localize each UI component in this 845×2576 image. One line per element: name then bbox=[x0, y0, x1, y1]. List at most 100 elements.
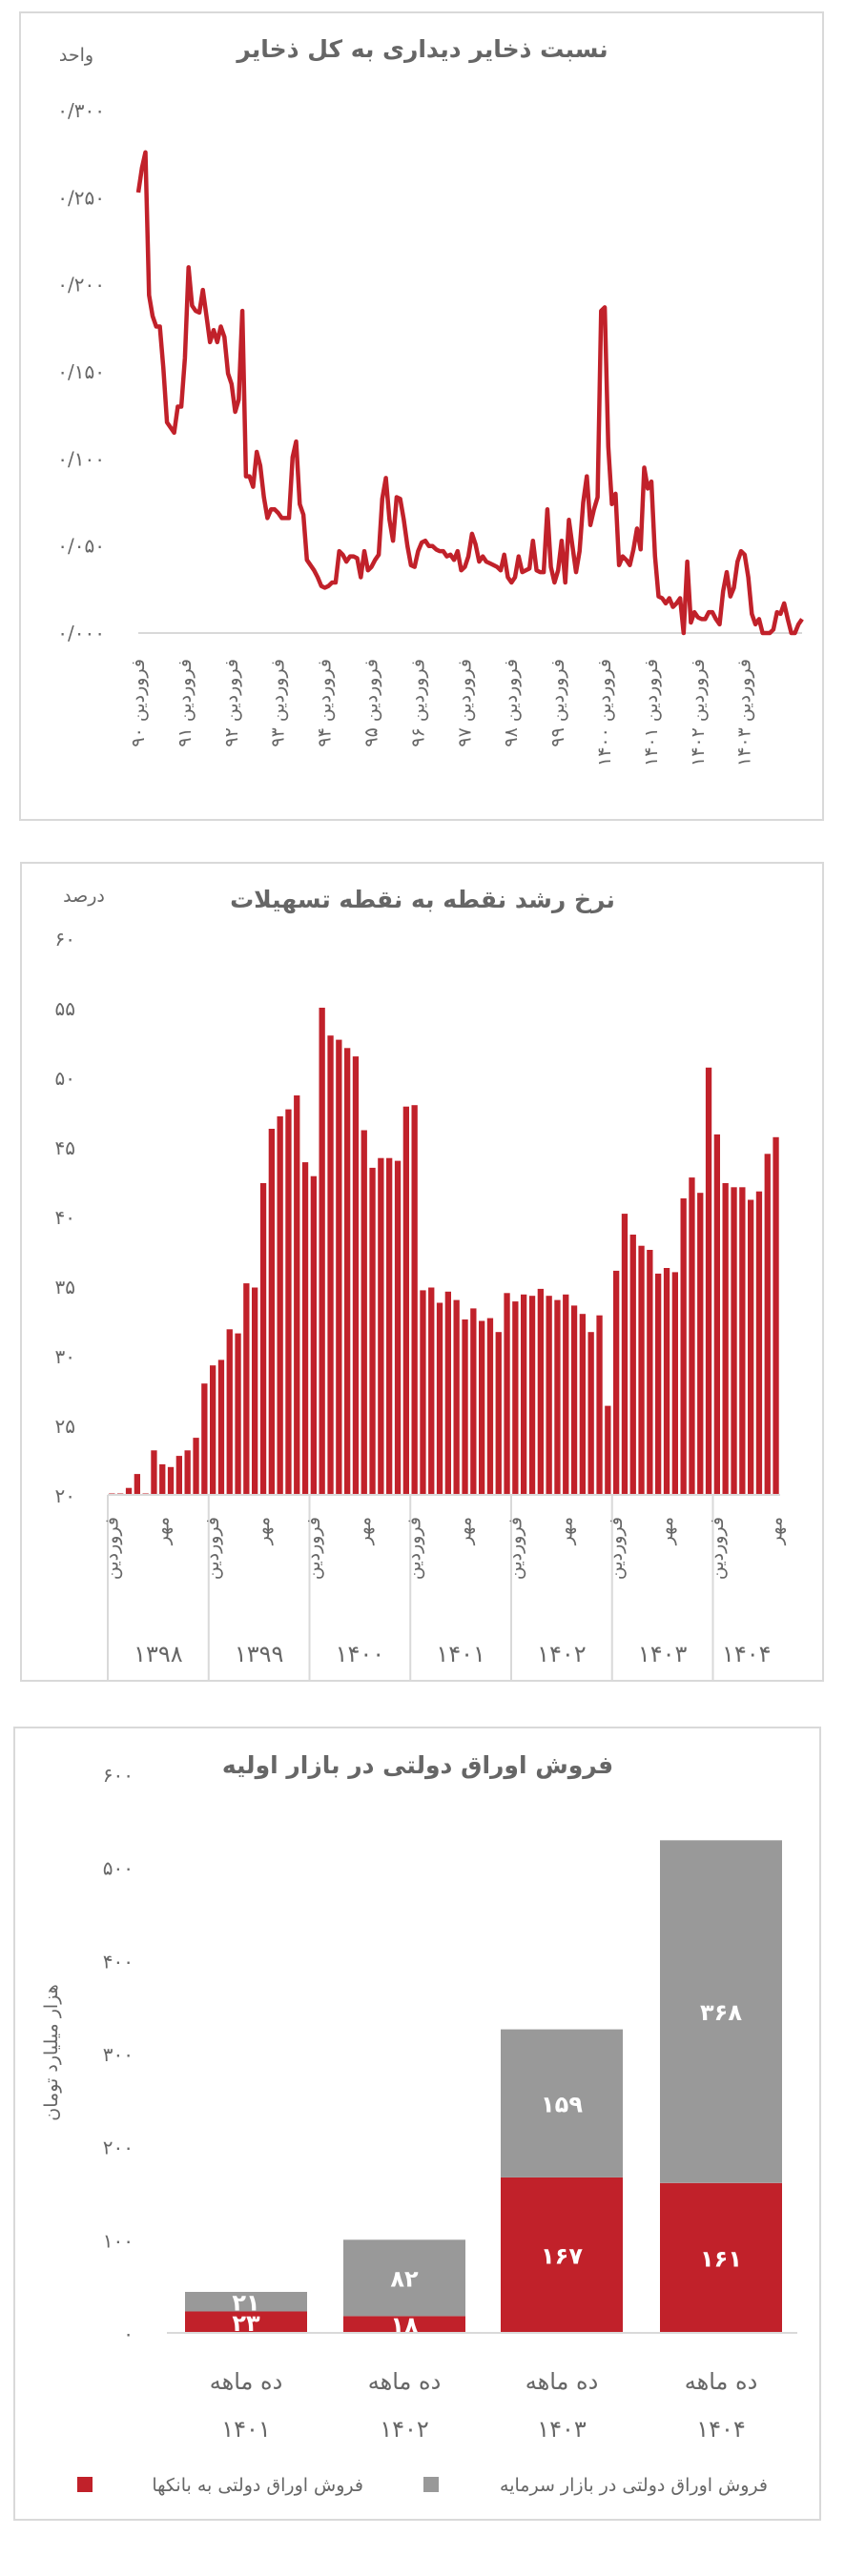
month-label: فروردین bbox=[505, 1517, 526, 1580]
bar-segment-banks bbox=[343, 2316, 465, 2333]
bar bbox=[629, 1235, 636, 1495]
y-tick-label: ۵۰ bbox=[55, 1067, 75, 1090]
bar-segment-market bbox=[660, 1840, 782, 2183]
bar bbox=[352, 1056, 360, 1495]
bar bbox=[369, 1167, 376, 1495]
bar bbox=[151, 1450, 157, 1495]
bar bbox=[731, 1187, 737, 1495]
y-tick-label: ۰/۱۰۰ bbox=[57, 447, 105, 470]
category-label: ۱۴۰۴ bbox=[696, 2416, 746, 2443]
y-tick-label: ۳۰ bbox=[55, 1345, 75, 1368]
y-tick-label: ۰/۲۵۰ bbox=[57, 186, 105, 209]
legend: فروش اوراق دولتی در بازار سرمایه فروش او… bbox=[77, 2475, 768, 2496]
bar bbox=[521, 1294, 527, 1495]
bar bbox=[210, 1365, 216, 1495]
chart-loan-growth: نرخ رشد نقطه به نقطه تسهیلات درصد ۲۰ ۲۵ ۳۰… bbox=[20, 862, 824, 1682]
year-label: ۱۴۰۴ bbox=[722, 1641, 772, 1667]
legend-label-market: فروش اوراق دولتی در بازار سرمایه bbox=[500, 2475, 768, 2496]
y-tick-label: ۰ bbox=[123, 2322, 134, 2345]
data-label: ۳۶۸ bbox=[700, 1999, 742, 2026]
bar bbox=[655, 1273, 662, 1495]
chart-title: نسبت ذخایر دیداری به کل ذخایر bbox=[235, 35, 608, 64]
x-tick-label: فروردین ۹۳ bbox=[268, 659, 289, 747]
bar bbox=[504, 1293, 510, 1495]
y-tick-label: ۴۵ bbox=[55, 1136, 75, 1159]
x-tick-label: فروردین ۹۰ bbox=[128, 659, 149, 747]
bar bbox=[252, 1287, 258, 1495]
bar bbox=[512, 1301, 519, 1495]
legend-label-banks: فروش اوراق دولتی به بانکها bbox=[152, 2475, 363, 2496]
bar bbox=[394, 1160, 402, 1495]
bar bbox=[378, 1157, 384, 1495]
bar bbox=[453, 1299, 460, 1495]
bar bbox=[680, 1198, 687, 1495]
bar bbox=[402, 1106, 409, 1495]
month-label: فروردین bbox=[606, 1517, 627, 1580]
bar bbox=[259, 1183, 267, 1495]
bar bbox=[226, 1329, 233, 1495]
data-label: ۱۸ bbox=[390, 2312, 419, 2339]
bar bbox=[336, 1039, 342, 1495]
month-label: مهر bbox=[152, 1517, 173, 1545]
year-label: ۱۴۰۱ bbox=[436, 1641, 485, 1667]
x-tick-label: فروردین ۹۷ bbox=[454, 659, 475, 747]
year-label: ۱۳۹۹ bbox=[235, 1641, 284, 1667]
x-tick-label: فروردین ۹۴ bbox=[315, 659, 336, 747]
month-label: فروردین bbox=[404, 1517, 425, 1580]
bar bbox=[722, 1183, 729, 1495]
y-tick-label: ۲۵ bbox=[55, 1415, 75, 1438]
month-label: فروردین bbox=[202, 1517, 223, 1580]
bar bbox=[546, 1296, 552, 1495]
y-axis-unit: واحد bbox=[59, 45, 93, 66]
x-tick-label: فروردین ۱۴۰۰ bbox=[594, 659, 615, 767]
month-label: مهر bbox=[354, 1517, 375, 1545]
bar bbox=[301, 1162, 309, 1495]
bar bbox=[411, 1105, 418, 1495]
y-tick-label: ۲۰ bbox=[55, 1484, 75, 1507]
bar bbox=[554, 1299, 561, 1495]
y-tick-label: ۴۰ bbox=[55, 1206, 75, 1229]
chart-government-bonds-sales: فروش اوراق دولتی در بازار اولیه هزار میل… bbox=[13, 1727, 821, 2521]
y-tick-label: ۳۰۰ bbox=[103, 2043, 134, 2066]
chart-title: فروش اوراق دولتی در بازار اولیه bbox=[222, 1751, 613, 1780]
y-tick-label: ۰/۳۰۰ bbox=[57, 99, 105, 122]
bar bbox=[428, 1287, 435, 1495]
bar bbox=[671, 1272, 678, 1495]
year-label: ۱۴۰۲ bbox=[537, 1641, 587, 1667]
category-label: ده ماهه bbox=[526, 2368, 599, 2395]
bar bbox=[663, 1268, 670, 1495]
bar bbox=[193, 1438, 199, 1495]
bar bbox=[243, 1283, 250, 1495]
bar bbox=[444, 1291, 451, 1495]
y-tick-label: ۶۰ bbox=[55, 928, 75, 951]
bar bbox=[294, 1095, 300, 1495]
bar-segment-market bbox=[501, 2029, 623, 2177]
y-tick-label: ۳۵ bbox=[55, 1276, 75, 1298]
data-label: ۱۶۱ bbox=[700, 2245, 742, 2272]
category-label: ده ماهه bbox=[368, 2368, 442, 2395]
legend-swatch-market bbox=[423, 2477, 439, 2492]
bar bbox=[277, 1115, 283, 1495]
data-label: ۱۵۹ bbox=[541, 2091, 583, 2117]
bar bbox=[605, 1405, 611, 1495]
bar bbox=[159, 1463, 166, 1495]
bar bbox=[436, 1302, 443, 1495]
y-tick-label: ۵۵ bbox=[55, 997, 75, 1020]
bar bbox=[495, 1332, 502, 1495]
y-tick-label: ۵۰۰ bbox=[103, 1857, 134, 1880]
data-label: ۸۲ bbox=[390, 2265, 419, 2292]
bar bbox=[167, 1466, 175, 1495]
x-tick-label: فروردین ۱۴۰۱ bbox=[641, 659, 662, 767]
month-label: فروردین bbox=[101, 1517, 122, 1580]
chart-frame bbox=[19, 11, 824, 821]
bar bbox=[596, 1315, 603, 1495]
category-label: ۱۴۰۱ bbox=[221, 2416, 271, 2443]
bar bbox=[697, 1193, 704, 1495]
y-axis-title: هزار میلیارد تومان bbox=[41, 1984, 62, 2120]
y-axis-unit: درصد bbox=[63, 886, 105, 907]
x-tick-label: فروردین ۱۴۰۳ bbox=[734, 659, 755, 767]
bar bbox=[563, 1294, 569, 1495]
x-tick-label: فروردین ۹۶ bbox=[407, 659, 428, 747]
x-tick-label: فروردین ۹۲ bbox=[221, 659, 242, 747]
bar-segment-market bbox=[185, 2292, 307, 2312]
